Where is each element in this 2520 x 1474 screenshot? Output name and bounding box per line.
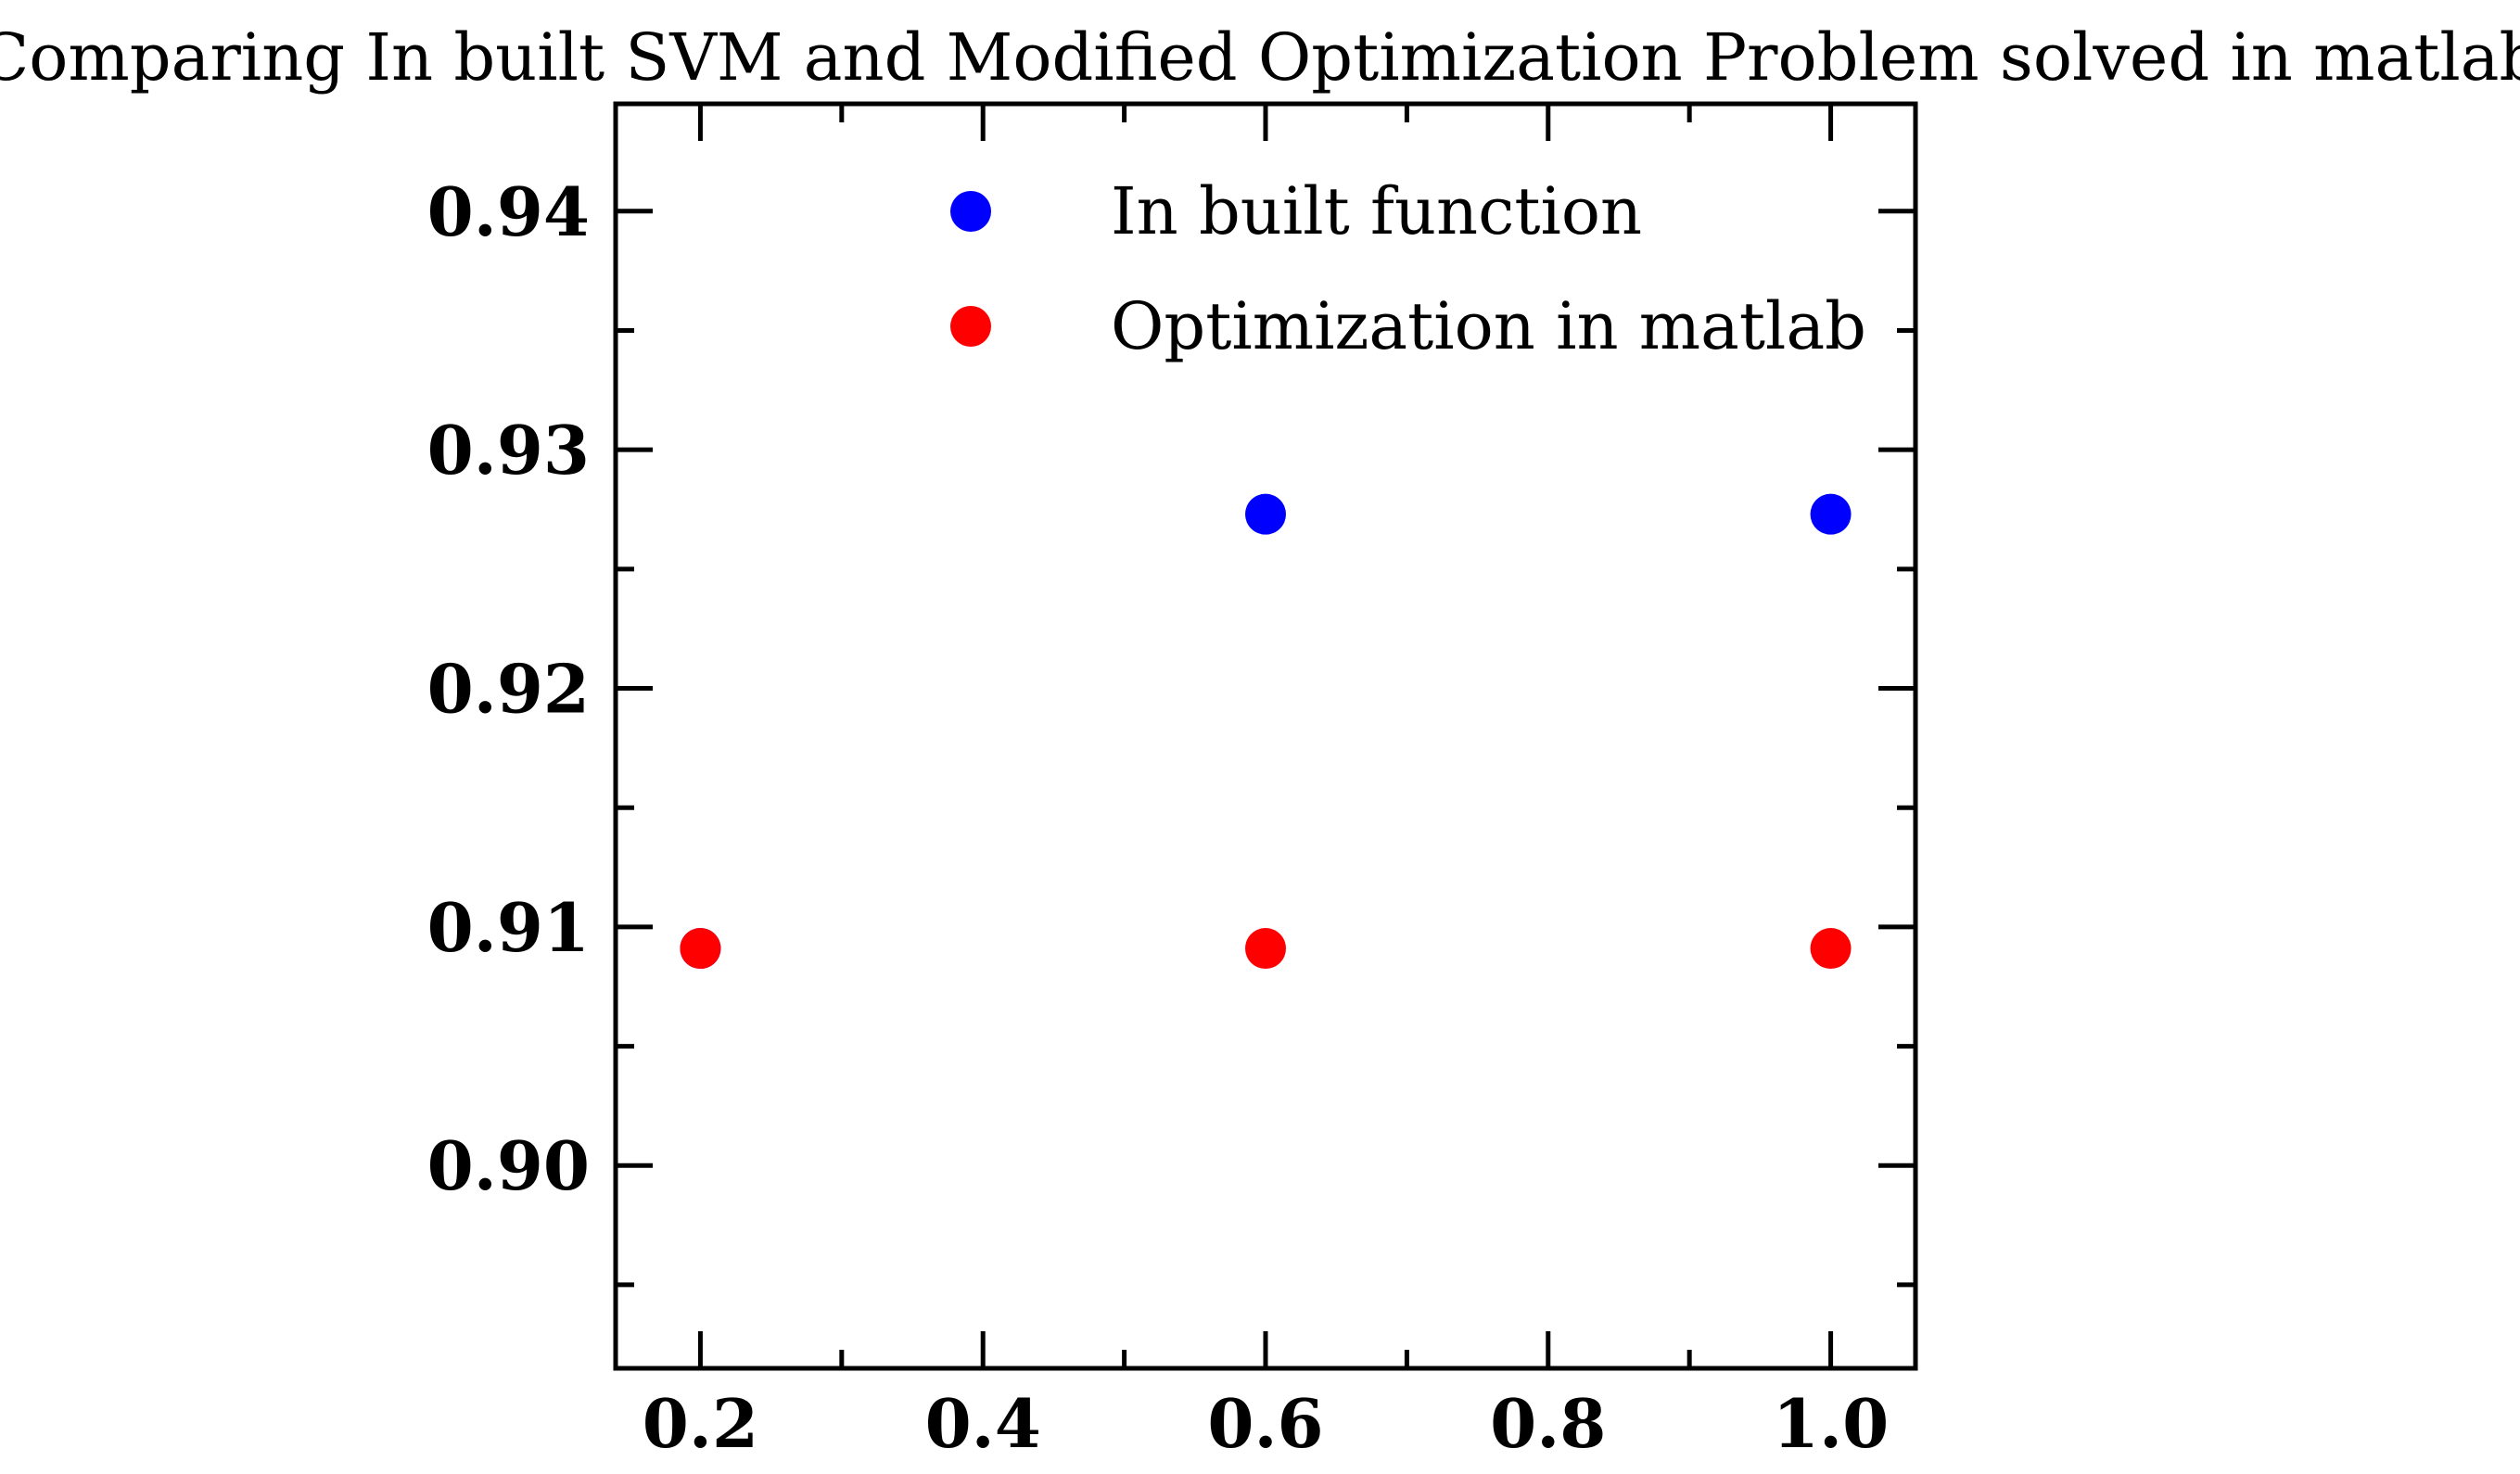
- point-series-1: [1245, 928, 1286, 970]
- point-series-0: [1810, 493, 1852, 535]
- legend-label: Optimization in matlab: [1111, 288, 1866, 364]
- x-tick-label: 0.6: [1207, 1384, 1323, 1463]
- plot-frame: [613, 101, 1918, 1371]
- legend: In built function Optimization in matlab: [950, 173, 1866, 364]
- legend-marker: [950, 191, 991, 232]
- x-tick-label: 1.0: [1773, 1384, 1889, 1463]
- point-series-1: [1810, 928, 1852, 970]
- axis-ticks: 0.2 0.4 0.6 0.8 1.0 0.90 0.91 0.92 0.93 0.94: [427, 104, 1915, 1463]
- y-tick-label: 0.91: [427, 888, 590, 967]
- point-series-0: [1245, 493, 1286, 535]
- x-tick-label: 0.4: [925, 1384, 1041, 1463]
- y-tick-label: 0.90: [427, 1126, 590, 1205]
- legend-marker: [950, 306, 991, 347]
- x-tick-label: 0.8: [1490, 1384, 1606, 1463]
- legend-label: In built function: [1111, 173, 1642, 249]
- y-tick-label: 0.94: [427, 172, 590, 251]
- data-points: [680, 493, 1852, 970]
- point-series-1: [680, 928, 721, 970]
- y-tick-label: 0.93: [427, 411, 590, 489]
- x-tick-label: 0.2: [643, 1384, 758, 1463]
- y-tick-label: 0.92: [427, 650, 590, 729]
- chart-title: Comparing In built SVM and Modified Opti…: [0, 19, 2520, 95]
